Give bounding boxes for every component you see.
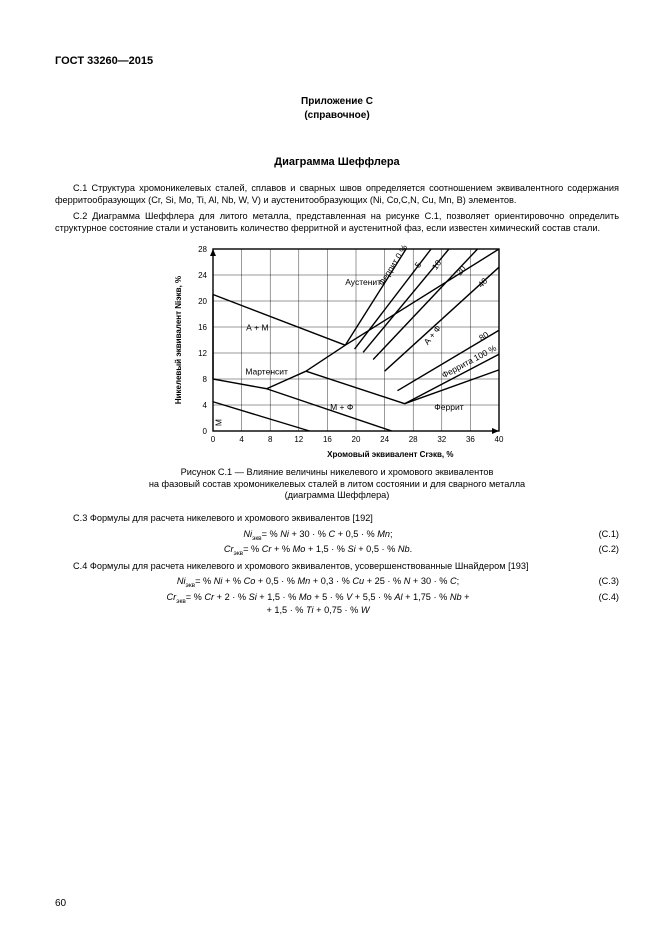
paragraph-c2: С.2 Диаграмма Шеффлера для литого металл… — [55, 210, 619, 234]
eq-num-c4: (С.4) — [581, 592, 619, 602]
doc-header: ГОСТ 33260—2015 — [55, 55, 619, 67]
equation-c3: Niэкв= % Ni + % Co + 0,5 · % Mn + 0,3 · … — [55, 576, 619, 589]
svg-text:20: 20 — [198, 297, 207, 306]
svg-text:0: 0 — [203, 427, 208, 436]
svg-text:8: 8 — [203, 375, 208, 384]
paragraph-c1-text: С.1 Структура хромоникелевых сталей, спл… — [55, 183, 619, 205]
equation-c2: Crэкв= % Cr + % Mo + 1,5 · % Si + 0,5 · … — [55, 544, 619, 557]
svg-text:40: 40 — [495, 435, 504, 444]
svg-text:Мартенсит: Мартенсит — [245, 366, 288, 376]
svg-text:Никелевый эквивалент Niэкв, %: Никелевый эквивалент Niэкв, % — [174, 275, 183, 403]
svg-text:16: 16 — [198, 323, 207, 332]
svg-text:28: 28 — [198, 245, 207, 254]
eq-num-c1: (С.1) — [581, 529, 619, 539]
caption-l3: (диаграмма Шеффлера) — [55, 490, 619, 502]
eq-num-c3: (С.3) — [581, 576, 619, 586]
svg-text:0: 0 — [211, 435, 216, 444]
svg-text:М: М — [214, 419, 224, 426]
appendix-block: Приложение С (справочное) — [55, 95, 619, 122]
equation-c1: Niэкв= % Ni + 30 · % C + 0,5 · % Mn; (С.… — [55, 529, 619, 542]
svg-text:36: 36 — [466, 435, 475, 444]
svg-text:16: 16 — [323, 435, 332, 444]
page-number: 60 — [55, 898, 66, 909]
equation-c4: Crэкв= % Cr + 2 · % Si + 1,5 · % Mo + 5 … — [55, 592, 619, 615]
svg-text:Феррит: Феррит — [434, 402, 463, 412]
schaeffler-chart-svg: 04812162024283236400481216202428Аустенит… — [167, 243, 507, 461]
svg-text:28: 28 — [409, 435, 418, 444]
eq-num-c2: (С.2) — [581, 544, 619, 554]
caption-l1: Рисунок С.1 — Влияние величины никелевог… — [55, 467, 619, 479]
svg-text:20: 20 — [352, 435, 361, 444]
paragraph-c3-text: С.3 Формулы для расчета никелевого и хро… — [73, 513, 373, 523]
svg-text:Хромовый эквивалент Crэкв, %: Хромовый эквивалент Crэкв, % — [327, 450, 453, 459]
figure-caption: Рисунок С.1 — Влияние величины никелевог… — [55, 467, 619, 503]
paragraph-c1: С.1 Структура хромоникелевых сталей, спл… — [55, 182, 619, 206]
svg-text:32: 32 — [437, 435, 446, 444]
paragraph-c4-text: С.4 Формулы для расчета никелевого и хро… — [73, 561, 529, 571]
paragraph-c3: С.3 Формулы для расчета никелевого и хро… — [55, 512, 619, 524]
schaeffler-chart: 04812162024283236400481216202428Аустенит… — [55, 243, 619, 461]
appendix-line1: Приложение С — [55, 95, 619, 109]
paragraph-c2-text: С.2 Диаграмма Шеффлера для литого металл… — [55, 211, 619, 233]
caption-l2: на фазовый состав хромоникелевых сталей … — [55, 479, 619, 491]
svg-text:24: 24 — [198, 271, 207, 280]
svg-text:4: 4 — [203, 401, 208, 410]
svg-text:12: 12 — [294, 435, 303, 444]
appendix-line2: (справочное) — [55, 109, 619, 123]
svg-text:4: 4 — [239, 435, 244, 444]
svg-text:24: 24 — [380, 435, 389, 444]
svg-text:А + М: А + М — [246, 322, 268, 332]
paragraph-c4: С.4 Формулы для расчета никелевого и хро… — [55, 560, 619, 572]
svg-text:12: 12 — [198, 349, 207, 358]
svg-text:8: 8 — [268, 435, 273, 444]
section-title: Диаграмма Шеффлера — [55, 156, 619, 168]
svg-text:М + Ф: М + Ф — [330, 402, 353, 412]
